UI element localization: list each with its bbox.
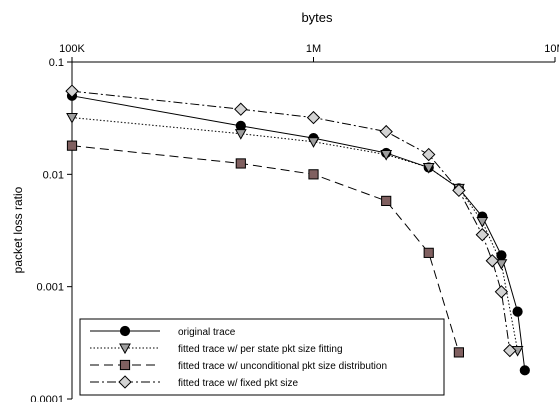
legend-label-0: original trace bbox=[178, 327, 236, 338]
legend-marker-3 bbox=[118, 375, 132, 389]
series-0-point-8 bbox=[512, 306, 523, 317]
series-1-point-6 bbox=[476, 216, 489, 228]
series-1-point-0 bbox=[66, 113, 78, 124]
series-2-point-1 bbox=[235, 158, 246, 169]
legend: original trace fitted trace w/ per state … bbox=[79, 318, 445, 396]
legend-marker-1 bbox=[119, 343, 131, 355]
series-2-point-0 bbox=[66, 140, 78, 151]
series-1-point-4 bbox=[422, 162, 435, 174]
series-2-line bbox=[71, 145, 460, 353]
series-1-line bbox=[71, 117, 519, 351]
series-3-point-6 bbox=[475, 228, 489, 242]
x-tick-label-1: 1M bbox=[306, 43, 321, 55]
x-axis-title: bytes bbox=[301, 10, 333, 25]
series-2 bbox=[66, 140, 464, 358]
series-1-point-1 bbox=[234, 129, 247, 140]
series-3-point-8 bbox=[494, 285, 509, 299]
series-3-point-7 bbox=[485, 254, 499, 268]
legend-marker-0 bbox=[119, 325, 131, 337]
series-2-point-3 bbox=[381, 195, 392, 207]
y-tick-label-0: 0.1 bbox=[49, 57, 64, 69]
series-3 bbox=[65, 84, 517, 358]
legend-marker-2 bbox=[119, 359, 131, 371]
series-1-point-2 bbox=[307, 137, 320, 148]
y-tick-label-3: 0.0001 bbox=[30, 394, 64, 402]
legend-box bbox=[79, 318, 445, 396]
series-0-point-1 bbox=[235, 120, 246, 131]
series-3-point-0 bbox=[65, 84, 79, 98]
y-tick-label-2: 0.001 bbox=[36, 282, 64, 294]
series-3-point-4 bbox=[422, 147, 436, 162]
series-2-point-2 bbox=[308, 169, 319, 180]
series-3-line bbox=[71, 90, 511, 351]
legend-label-3: fitted trace w/ fixed pkt size bbox=[178, 378, 298, 389]
series-layer bbox=[65, 84, 530, 376]
series-0-point-7 bbox=[496, 250, 507, 261]
series-3-point-3 bbox=[379, 124, 393, 139]
y-axis-title: packet loss ratio bbox=[11, 186, 25, 273]
series-1 bbox=[66, 113, 524, 357]
series-1-point-7 bbox=[495, 259, 508, 270]
legend-label-2: fitted trace w/ unconditional pkt size d… bbox=[178, 361, 387, 372]
x-tick-label-2: 10M bbox=[544, 43, 559, 55]
series-3-point-5 bbox=[452, 183, 466, 198]
y-tick-label-1: 0.01 bbox=[43, 169, 64, 181]
series-2-point-4 bbox=[423, 247, 434, 258]
series-3-point-2 bbox=[306, 110, 321, 125]
series-3-point-1 bbox=[234, 102, 248, 116]
series-3-point-9 bbox=[503, 343, 517, 358]
series-2-point-5 bbox=[453, 347, 464, 358]
x-tick-label-0: 100K bbox=[59, 43, 85, 55]
series-1-point-3 bbox=[380, 150, 393, 161]
legend-label-1: fitted trace w/ per state pkt size fitti… bbox=[178, 344, 343, 355]
series-0-point-9 bbox=[519, 365, 530, 376]
